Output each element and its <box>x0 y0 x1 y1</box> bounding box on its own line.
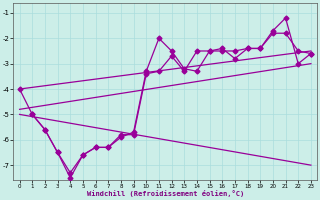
X-axis label: Windchill (Refroidissement éolien,°C): Windchill (Refroidissement éolien,°C) <box>87 190 244 197</box>
